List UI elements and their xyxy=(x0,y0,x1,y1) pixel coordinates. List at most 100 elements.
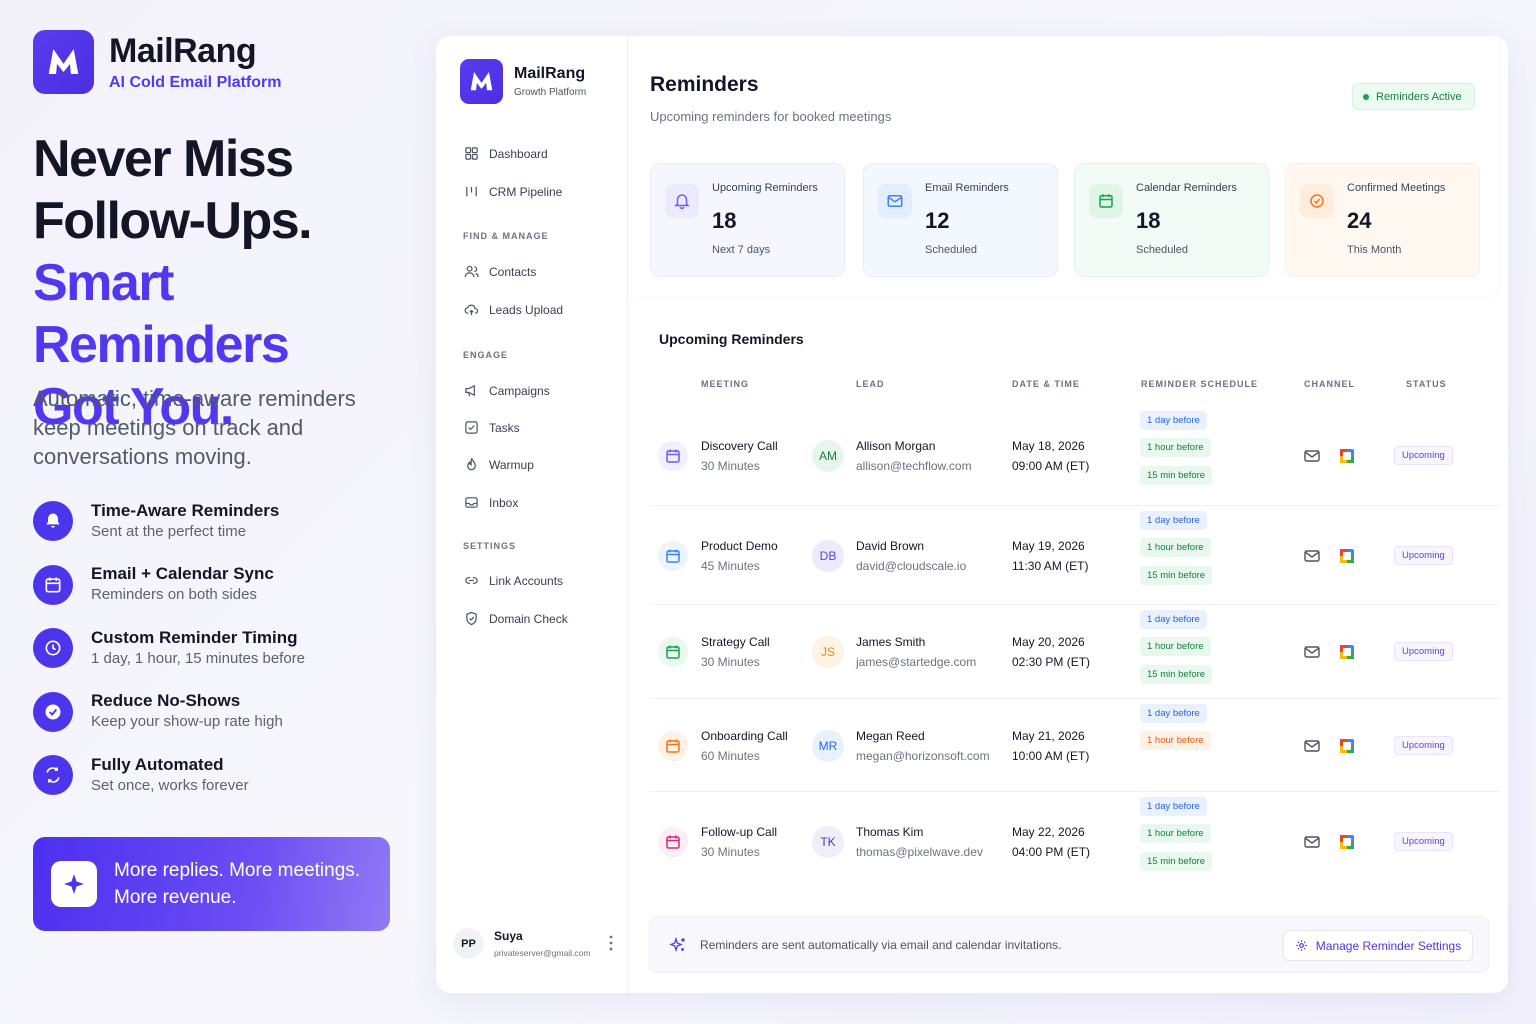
status-dot xyxy=(1363,93,1369,100)
sidebar-item-leads-upload[interactable]: Leads Upload xyxy=(464,302,624,317)
lead-name: James Smith xyxy=(856,635,926,649)
sidebar-item-domain-check[interactable]: Domain Check xyxy=(464,611,624,626)
meeting-duration: 60 Minutes xyxy=(701,748,760,763)
feature-title: Time-Aware Reminders xyxy=(91,500,280,520)
reminder-chip: 1 hour before xyxy=(1140,538,1211,557)
stat-card-calendar: Calendar Reminders 18 Scheduled xyxy=(1074,163,1269,277)
sidebar-item-warmup[interactable]: Warmup xyxy=(464,457,624,472)
mail-icon[interactable] xyxy=(1303,643,1321,661)
feature-subtitle: Sent at the perfect time xyxy=(91,522,247,540)
footer-text: Reminders are sent automatically via ema… xyxy=(700,938,1062,952)
meeting-name: Onboarding Call xyxy=(701,728,788,743)
meeting-name: Discovery Call xyxy=(701,439,778,453)
mail-icon[interactable] xyxy=(1303,737,1321,755)
reminder-chip: 15 min before xyxy=(1140,852,1213,871)
lead-email: thomas@pixelwave.dev xyxy=(856,845,983,859)
cta-line-1: More replies. More meetings. xyxy=(114,860,361,881)
lead-avatar: DB xyxy=(812,539,844,572)
sidebar-item-dashboard[interactable]: Dashboard xyxy=(464,146,624,161)
sidebar-brand-tag: Growth Platform xyxy=(514,87,587,98)
sidebar-item-tasks[interactable]: Tasks xyxy=(464,420,624,435)
stat-card-confirmed: Confirmed Meetings 24 This Month xyxy=(1285,163,1480,277)
stat-label: Email Reminders xyxy=(925,182,1009,194)
sidebar-item-link-accounts[interactable]: Link Accounts xyxy=(464,573,624,588)
upload-cloud-icon xyxy=(464,302,479,317)
column-header: STATUS xyxy=(1406,379,1447,389)
users-icon xyxy=(464,264,479,279)
lead-avatar: JS xyxy=(812,636,844,668)
google-calendar-icon[interactable] xyxy=(1339,834,1355,850)
stat-label: Confirmed Meetings xyxy=(1347,182,1446,194)
lead-name: Thomas Kim xyxy=(856,825,924,839)
table-row[interactable]: Product Demo 45 Minutes DB David Brown david… xyxy=(650,506,1500,605)
mailrang-logo-icon xyxy=(33,30,94,94)
google-calendar-icon[interactable] xyxy=(1339,644,1355,660)
clock-icon xyxy=(33,628,73,668)
grid-icon xyxy=(464,146,479,161)
manage-reminder-settings-label: Manage Reminder Settings xyxy=(1315,938,1462,953)
google-calendar-icon[interactable] xyxy=(1339,738,1355,754)
brand-name: MailRang xyxy=(109,32,257,70)
sidebar-item-label: Inbox xyxy=(489,495,519,510)
lead-name: Allison Morgan xyxy=(856,439,936,453)
stat-value: 12 xyxy=(925,208,950,233)
status-badge: Upcoming xyxy=(1394,735,1453,755)
mailrang-logo-icon xyxy=(460,59,503,104)
meeting-time: 10:00 AM (ET) xyxy=(1012,748,1090,763)
status-badge-label: Reminders Active xyxy=(1376,90,1462,103)
sidebar-item-contacts[interactable]: Contacts xyxy=(464,264,624,279)
manage-reminder-settings-button[interactable]: Manage Reminder Settings xyxy=(1283,930,1473,961)
reminder-chip: 15 min before xyxy=(1140,665,1213,684)
meeting-time: 04:00 PM (ET) xyxy=(1012,845,1091,859)
column-header: LEAD xyxy=(856,379,885,389)
stat-subtitle: Scheduled xyxy=(925,244,977,256)
mail-icon[interactable] xyxy=(1303,447,1321,465)
sidebar: MailRang Growth Platform Dashboard CRM Pi… xyxy=(436,36,628,993)
table-row[interactable]: Discovery Call 30 Minutes AM Allison Morgan… xyxy=(650,406,1500,506)
table-row[interactable]: Follow-up Call 30 Minutes TK Thomas Kim thom… xyxy=(650,792,1500,892)
lead-email: james@startedge.com xyxy=(856,655,977,669)
google-calendar-icon[interactable] xyxy=(1339,548,1355,564)
sidebar-item-campaigns[interactable]: Campaigns xyxy=(464,383,624,398)
calendar-icon xyxy=(658,637,688,667)
reminder-chip: 15 min before xyxy=(1140,466,1213,485)
meeting-time: 02:30 PM (ET) xyxy=(1012,655,1091,669)
user-profile[interactable]: PP Suya privateserver@gmail.com xyxy=(453,928,623,959)
mail-icon[interactable] xyxy=(1303,833,1321,851)
sidebar-item-label: Dashboard xyxy=(489,146,548,161)
inbox-icon xyxy=(464,495,479,510)
stat-label: Calendar Reminders xyxy=(1136,182,1237,194)
reminder-chip: 1 day before xyxy=(1140,797,1207,816)
meeting-datetime: May 22, 2026 04:00 PM (ET) xyxy=(1012,822,1090,862)
table-row[interactable]: Strategy Call 30 Minutes JS James Smith jame… xyxy=(650,605,1500,699)
stat-subtitle: Scheduled xyxy=(1136,244,1188,256)
meeting-time: 11:30 AM (ET) xyxy=(1012,558,1089,573)
user-name: Suya xyxy=(494,929,523,943)
status-badge: Reminders Active xyxy=(1352,83,1475,110)
mail-icon[interactable] xyxy=(1303,547,1321,565)
feature-item: Reduce No-Shows Keep your show-up rate hi… xyxy=(33,691,305,733)
sidebar-item-label: Link Accounts xyxy=(489,573,564,588)
meeting-datetime: May 19, 2026 11:30 AM (ET) xyxy=(1012,536,1088,576)
google-calendar-icon[interactable] xyxy=(1339,448,1355,464)
meeting-datetime: May 20, 2026 02:30 PM (ET) xyxy=(1012,632,1090,672)
table-row[interactable]: Onboarding Call 60 Minutes MR Megan Reed meg… xyxy=(650,699,1500,792)
reminder-chip: 1 hour before xyxy=(1140,637,1211,656)
sidebar-item-crm-pipeline[interactable]: CRM Pipeline xyxy=(464,184,624,199)
status-badge: Upcoming xyxy=(1394,642,1453,661)
meeting-duration: 30 Minutes xyxy=(701,459,760,473)
meeting-duration: 45 Minutes xyxy=(701,558,760,573)
shield-icon xyxy=(464,611,479,626)
sidebar-item-label: Tasks xyxy=(489,420,520,435)
sidebar-section-settings: SETTINGS xyxy=(463,541,517,551)
check-circle-icon xyxy=(33,691,73,732)
lead-name: David Brown xyxy=(856,538,925,553)
brand-tagline: AI Cold Email Platform xyxy=(109,74,282,91)
sidebar-brand[interactable]: MailRang Growth Platform xyxy=(460,59,586,104)
sidebar-item-inbox[interactable]: Inbox xyxy=(464,495,624,510)
calendar-icon xyxy=(658,441,688,471)
reminder-chip: 1 day before xyxy=(1140,511,1207,530)
more-vertical-icon[interactable] xyxy=(607,934,615,952)
stat-card-email: Email Reminders 12 Scheduled xyxy=(863,163,1058,277)
stat-value: 18 xyxy=(712,208,737,233)
